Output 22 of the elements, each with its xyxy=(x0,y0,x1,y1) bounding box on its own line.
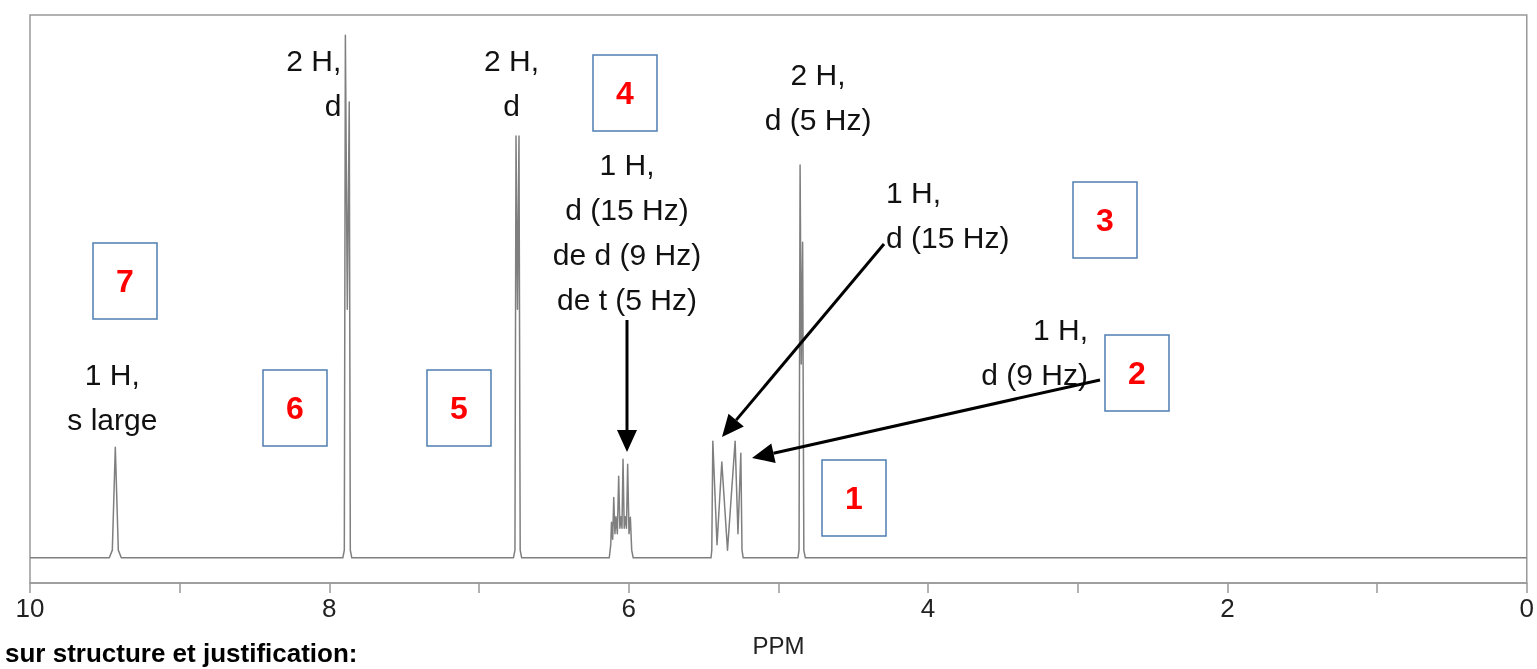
annotation: 1 H, d (15 Hz) xyxy=(886,176,1010,254)
x-tick-label: 0 xyxy=(1519,593,1534,623)
annotation: 5 xyxy=(450,390,468,426)
annotation: 1 H, d (15 Hz) de d (9 Hz) de t (5 Hz) xyxy=(552,148,702,316)
x-tick-label: 6 xyxy=(621,593,636,623)
x-tick-label: 8 xyxy=(322,593,337,623)
x-axis-title: PPM xyxy=(752,631,805,659)
annotation: 1 xyxy=(845,480,863,516)
annotation: 1 H, s large xyxy=(67,358,158,437)
annotation: 1 H, d (9 Hz) xyxy=(981,313,1088,391)
annotation: 6 xyxy=(286,390,304,426)
annotation: 4 xyxy=(616,75,635,111)
annotation: 3 xyxy=(1096,202,1114,238)
annotation: 7 xyxy=(116,263,134,299)
annotation: 2 H, d xyxy=(483,44,540,123)
x-tick-label: 4 xyxy=(920,593,936,623)
text: sur structure et justification: xyxy=(5,638,358,668)
annotation: 2 H, d (5 Hz) xyxy=(764,58,872,137)
annotation: 2 xyxy=(1128,355,1146,391)
x-tick-label: 2 xyxy=(1220,593,1235,623)
annotation: 2 H, d xyxy=(286,44,342,123)
x-tick-label: 10 xyxy=(15,593,45,623)
